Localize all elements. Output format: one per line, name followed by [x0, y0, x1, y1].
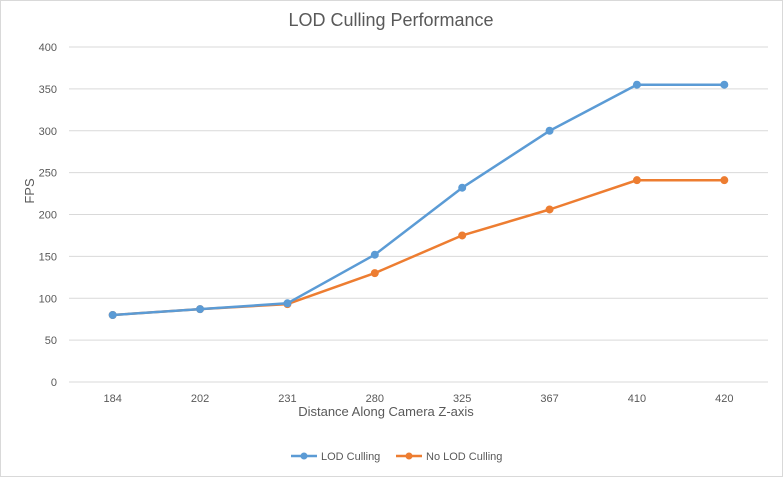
data-point	[370, 250, 379, 259]
legend-item: LOD Culling	[291, 451, 380, 463]
x-axis-title: Distance Along Camera Z-axis	[298, 404, 474, 419]
x-tick-label: 420	[715, 393, 733, 405]
data-series	[108, 80, 729, 319]
data-point	[632, 80, 641, 89]
legend-item: No LOD Culling	[396, 451, 502, 463]
series-group	[108, 176, 729, 319]
series-line	[111, 83, 726, 317]
y-tick-label: 350	[39, 84, 57, 96]
chart-title: LOD Culling Performance	[288, 10, 493, 30]
x-tick-label: 280	[366, 393, 384, 405]
x-tick-label: 202	[191, 393, 209, 405]
y-tick-label: 0	[51, 377, 57, 389]
y-tick-label: 300	[39, 126, 57, 138]
x-tick-label: 367	[540, 393, 558, 405]
legend-label: LOD Culling	[321, 451, 380, 463]
x-tick-label: 231	[278, 393, 296, 405]
x-tick-label: 184	[104, 393, 122, 405]
data-point	[720, 176, 729, 185]
y-tick-label: 100	[39, 293, 57, 305]
y-axis-tick-labels: 0 50 100 150 200 250 300 350 400	[39, 42, 57, 389]
series-line	[111, 178, 726, 317]
y-tick-label: 50	[45, 335, 57, 347]
y-tick-label: 150	[39, 251, 57, 263]
data-point	[370, 269, 379, 278]
x-tick-label: 410	[628, 393, 646, 405]
legend-swatch-marker	[300, 452, 308, 460]
series-group	[108, 80, 729, 319]
y-tick-label: 400	[39, 42, 57, 54]
y-tick-label: 250	[39, 168, 57, 180]
data-point	[545, 126, 554, 135]
data-point	[632, 176, 641, 185]
data-point	[720, 80, 729, 89]
y-tick-label: 200	[39, 210, 57, 222]
legend: LOD Culling No LOD Culling	[291, 451, 502, 463]
x-axis-tick-labels: 184 202 231 280 325 367 410 420	[104, 393, 734, 405]
data-point	[108, 311, 117, 319]
data-point	[545, 205, 554, 214]
x-tick-label: 325	[453, 393, 471, 405]
legend-label: No LOD Culling	[426, 451, 502, 463]
data-point	[458, 183, 467, 192]
gridlines	[69, 46, 768, 383]
legend-swatch-marker	[405, 452, 413, 460]
y-axis-title: FPS	[22, 178, 37, 204]
data-point	[196, 305, 205, 314]
data-point	[458, 231, 467, 240]
data-point	[283, 299, 292, 308]
